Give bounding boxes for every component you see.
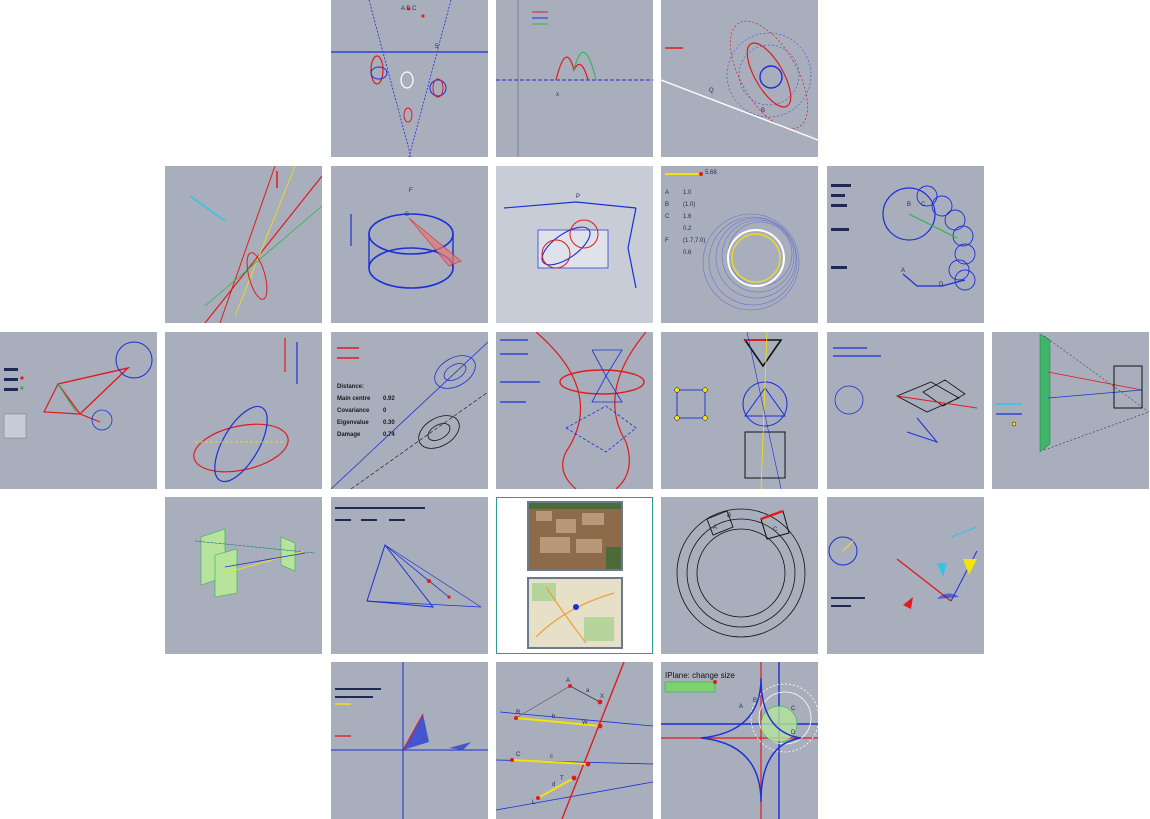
value-c: 1.6 bbox=[683, 214, 692, 220]
thumbnail-t04-figure bbox=[189, 166, 322, 323]
label-F: F bbox=[409, 188, 413, 194]
svg-text:x: x bbox=[556, 92, 559, 98]
thumbnail-t08[interactable]: A B C D bbox=[827, 166, 984, 323]
label-Q: Q bbox=[709, 88, 714, 94]
thumbnail-t15[interactable] bbox=[992, 332, 1149, 489]
thumbnail-t10-figure bbox=[193, 338, 298, 483]
thumbnail-t01-figure: 5 A B C bbox=[331, 0, 488, 157]
value-damage: 0.74 bbox=[383, 432, 395, 438]
label-damage: Damage bbox=[337, 432, 361, 438]
value-g: 5.68 bbox=[705, 170, 717, 176]
thumbnail-t04[interactable] bbox=[165, 166, 322, 323]
value-covariance: 0 bbox=[383, 408, 387, 414]
value-f: 0.6 bbox=[683, 250, 692, 256]
thumbnail-t20-figure bbox=[828, 526, 978, 609]
thumbnail-t11-figure: Distance: Main centre Covariance Eigenva… bbox=[331, 341, 488, 489]
thumbnail-t06-figure: P bbox=[503, 194, 637, 289]
thumbnail-t13-figure bbox=[674, 332, 788, 489]
thumbnail-t06[interactable]: P bbox=[496, 166, 653, 323]
thumbnail-t03[interactable]: Q B bbox=[661, 0, 818, 157]
label-C: C bbox=[773, 527, 778, 533]
value-eigenvalue: 0.30 bbox=[383, 420, 395, 426]
label-eigenvalue: Eigenvalue bbox=[337, 420, 369, 426]
thumbnail-t07[interactable]: A B C F 1.0 (1.0) 1.6 0.2 (1.7,7.0) 0.6 … bbox=[661, 166, 818, 323]
thumbnail-t16[interactable] bbox=[165, 497, 322, 654]
thumbnail-t05[interactable]: F S bbox=[331, 166, 488, 323]
thumbnail-t21-figure bbox=[331, 662, 488, 819]
label-c: c bbox=[550, 754, 553, 760]
value-main-centre: 0.92 bbox=[383, 396, 395, 402]
label-L: L bbox=[532, 800, 536, 806]
label-5: 5 bbox=[435, 44, 439, 50]
thumbnail-t20[interactable] bbox=[827, 497, 984, 654]
thumbnail-t15-figure bbox=[996, 333, 1149, 453]
label-C: C bbox=[921, 202, 926, 208]
thumbnail-t19-figure: A B C bbox=[676, 508, 806, 638]
thumbnail-t22-figure: A R C L T W X a b c d bbox=[496, 662, 653, 819]
thumbnail-t18[interactable] bbox=[496, 497, 653, 654]
thumbnail-t10[interactable] bbox=[165, 332, 322, 489]
label-P: P bbox=[576, 194, 580, 200]
thumbnail-t09[interactable] bbox=[0, 332, 157, 489]
label-distance: Distance: bbox=[337, 384, 364, 390]
label-S: S bbox=[405, 212, 409, 218]
label-B: B bbox=[761, 108, 765, 114]
thumbnail-t18-figure bbox=[527, 501, 623, 649]
thumbnail-t03-figure: Q B bbox=[661, 20, 818, 141]
label-covariance: Covariance bbox=[337, 408, 370, 414]
label-B: B bbox=[753, 698, 757, 704]
label-d: d bbox=[552, 782, 555, 788]
thumbnail-t09-figure bbox=[3, 341, 153, 439]
label-D: D bbox=[939, 282, 944, 288]
thumbnail-t01[interactable]: 5 A B C bbox=[331, 0, 488, 157]
value-b: (1.0) bbox=[683, 202, 695, 208]
label-C: C bbox=[665, 214, 670, 220]
label-C: C bbox=[791, 706, 796, 712]
thumbnail-t14[interactable] bbox=[827, 332, 984, 489]
label-b: b bbox=[552, 714, 556, 720]
label-D: D bbox=[791, 730, 796, 736]
label-B: B bbox=[727, 513, 731, 519]
label-W: W bbox=[582, 720, 588, 726]
thumbnail-t19[interactable]: A B C bbox=[661, 497, 818, 654]
thumbnail-t12[interactable] bbox=[496, 332, 653, 489]
value-a: 1.0 bbox=[683, 190, 692, 196]
value-d: 0.2 bbox=[683, 226, 692, 232]
thumbnail-t11[interactable]: Distance: Main centre Covariance Eigenva… bbox=[331, 332, 488, 489]
thumbnail-t17-figure bbox=[335, 507, 482, 608]
thumbnail-t21[interactable] bbox=[331, 662, 488, 819]
label-iplane: IPlane: change size bbox=[665, 671, 735, 680]
thumbnail-t05-figure: F S bbox=[350, 188, 462, 289]
thumbnail-t16-figure bbox=[194, 528, 316, 598]
label-X: X bbox=[600, 694, 604, 700]
thumbnail-t22[interactable]: A R C L T W X a b c d bbox=[496, 662, 653, 819]
thumbnail-t02-figure: x bbox=[496, 0, 653, 157]
label-A: A bbox=[739, 704, 743, 710]
label-C: C bbox=[516, 752, 521, 758]
label-R: R bbox=[516, 710, 521, 716]
label-main-centre: Main centre bbox=[337, 396, 371, 402]
value-e: (1.7,7.0) bbox=[683, 238, 705, 244]
thumbnail-t14-figure bbox=[833, 347, 978, 444]
label-T: T bbox=[560, 776, 564, 782]
label-F: F bbox=[665, 238, 669, 244]
label-B: B bbox=[665, 202, 669, 208]
label-A: A bbox=[901, 268, 905, 274]
label-A: A bbox=[665, 190, 669, 196]
thumbnail-t12-figure bbox=[500, 332, 647, 489]
label-B: B bbox=[907, 202, 911, 208]
thumbnail-t23[interactable]: IPlane: change size A B C D bbox=[661, 662, 818, 819]
label-a: a bbox=[586, 688, 590, 694]
label-A: A bbox=[713, 525, 717, 531]
thumbnail-t23-figure: IPlane: change size A B C D bbox=[661, 662, 818, 819]
thumbnail-t08-figure: A B C D bbox=[831, 184, 976, 291]
thumbnail-t13[interactable] bbox=[661, 332, 818, 489]
thumbnail-t17[interactable] bbox=[331, 497, 488, 654]
label-A: A bbox=[566, 678, 570, 684]
thumbnail-t07-figure: A B C F 1.0 (1.0) 1.6 0.2 (1.7,7.0) 0.6 … bbox=[665, 170, 800, 311]
thumbnail-t02[interactable]: x bbox=[496, 0, 653, 157]
